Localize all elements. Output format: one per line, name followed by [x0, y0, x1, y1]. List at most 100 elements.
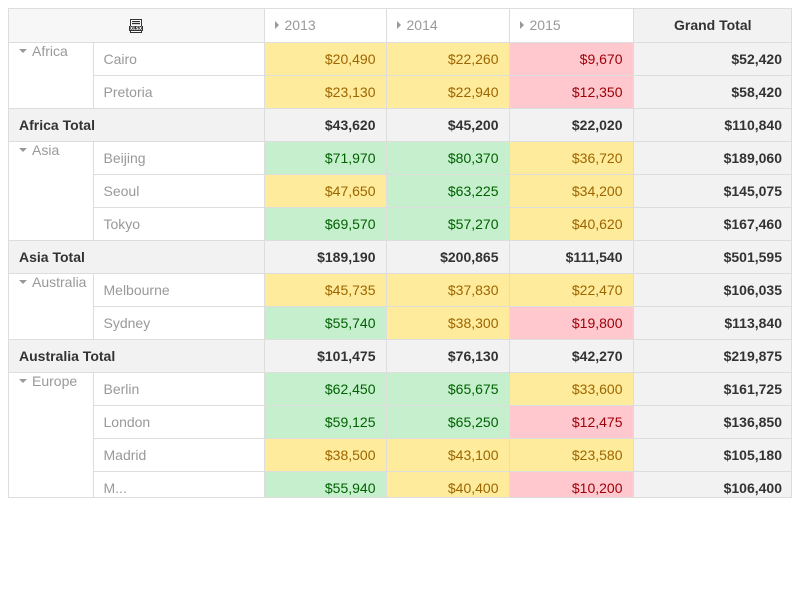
year-label: 2015	[529, 17, 561, 34]
value-cell: $22,940	[385, 74, 510, 109]
region-grand-total: $219,875	[632, 338, 791, 373]
city-label: Pretoria	[93, 74, 265, 109]
value-cell: $22,260	[385, 42, 510, 76]
region-total-row: Asia Total $189,190 $200,865 $111,540 $501,5…	[9, 239, 791, 274]
value-cell: $45,735	[263, 272, 387, 307]
value-cell: $34,200	[508, 173, 634, 208]
collapse-caret-icon[interactable]	[19, 48, 27, 53]
city-label: Cairo	[92, 42, 265, 76]
value-cell: $36,720	[508, 140, 634, 175]
value-cell: $19,800	[508, 305, 634, 340]
value-cell: $9,670	[508, 42, 634, 76]
row-grand-total: $106,400	[632, 470, 791, 497]
city-row: Sydney $55,740 $38,300 $19,800 $113,840	[9, 305, 791, 340]
city-row: Seoul $47,650 $63,225 $34,200 $145,075	[9, 173, 791, 208]
value-cell: $10,200	[508, 470, 634, 497]
value-cell: $40,400	[385, 470, 510, 497]
region-total-value: $43,620	[263, 107, 387, 142]
expand-right-icon[interactable]	[396, 21, 401, 30]
region-header[interactable]: Africa	[9, 42, 94, 109]
year-label: 2014	[406, 17, 438, 34]
city-label: Madrid	[93, 437, 265, 472]
value-cell: $12,475	[508, 404, 634, 439]
city-row: Asia Beijing $71,970 $80,370 $36,720 $189,060	[9, 140, 791, 241]
region-total-value: $42,270	[508, 338, 634, 373]
region-label: Europe	[32, 372, 78, 389]
value-cell: $55,740	[263, 305, 387, 340]
row-grand-total: $189,060	[632, 140, 791, 175]
region-header[interactable]: Asia	[9, 140, 94, 241]
city-row: Africa Cairo $20,490 $22,260 $9,670 $52,420	[9, 42, 791, 109]
xlsx-export-icon[interactable]: XLSX	[129, 19, 144, 34]
value-cell: $37,830	[385, 272, 510, 307]
value-cell: $22,470	[508, 272, 634, 307]
region-total-value: $76,130	[385, 338, 510, 373]
column-header-year[interactable]: 2015	[508, 9, 634, 43]
city-row: Madrid $38,500 $43,100 $23,580 $105,180	[9, 437, 791, 472]
pivot-table: XLSX 2013 2014 2015 Grand Total Africa Ca…	[9, 9, 791, 497]
city-row: Pretoria $23,130 $22,940 $12,350 $58,420	[9, 74, 791, 109]
value-cell: $57,270	[385, 206, 510, 241]
year-label: 2013	[284, 17, 316, 34]
collapse-caret-icon[interactable]	[19, 279, 27, 284]
value-cell: $63,225	[385, 173, 510, 208]
value-cell: $62,450	[263, 371, 387, 406]
collapse-caret-icon[interactable]	[19, 378, 27, 383]
expand-right-icon[interactable]	[519, 21, 524, 30]
value-cell: $23,580	[508, 437, 634, 472]
grand-total-header: Grand Total	[632, 9, 791, 43]
region-total-value: $22,020	[508, 107, 634, 142]
region-total-value: $200,865	[385, 239, 510, 274]
region-grand-total: $110,840	[632, 107, 791, 142]
region-total-label: Australia Total	[9, 338, 265, 373]
value-cell: $33,600	[508, 371, 634, 406]
value-cell: $38,300	[385, 305, 510, 340]
value-cell: $55,940	[263, 470, 387, 497]
row-grand-total: $113,840	[632, 305, 791, 340]
region-total-row: Australia Total $101,475 $76,130 $42,270 $21…	[9, 338, 791, 373]
region-total-value: $101,475	[263, 338, 387, 373]
row-grand-total: $106,035	[632, 272, 791, 307]
value-cell: $20,490	[263, 42, 387, 76]
row-grand-total: $167,460	[632, 206, 791, 241]
city-label: Melbourne	[92, 272, 265, 307]
region-label: Asia	[32, 141, 60, 158]
header-row: XLSX 2013 2014 2015 Grand Total	[9, 9, 791, 43]
city-label: Beijing	[92, 140, 265, 175]
city-row: London $59,125 $65,250 $12,475 $136,850	[9, 404, 791, 439]
value-cell: $59,125	[263, 404, 387, 439]
value-cell: $40,620	[508, 206, 634, 241]
xlsx-label: XLSX	[130, 26, 143, 31]
collapse-caret-icon[interactable]	[19, 147, 27, 152]
value-cell: $43,100	[385, 437, 510, 472]
region-total-value: $111,540	[508, 239, 634, 274]
region-header[interactable]: Europe	[9, 371, 94, 497]
row-grand-total: $161,725	[632, 371, 791, 406]
city-label: Sydney	[93, 305, 265, 340]
export-area: XLSX	[9, 9, 265, 43]
pivot-grid[interactable]: XLSX 2013 2014 2015 Grand Total Africa Ca…	[8, 8, 792, 498]
city-label: Seoul	[93, 173, 265, 208]
region-header[interactable]: Australia	[9, 272, 94, 340]
value-cell: $12,350	[508, 74, 634, 109]
region-grand-total: $501,595	[632, 239, 791, 274]
value-cell: $71,970	[263, 140, 387, 175]
city-row: M... $55,940 $40,400 $10,200 $106,400	[9, 470, 791, 497]
pivot-body: Africa Cairo $20,490 $22,260 $9,670 $52,420 Pr…	[9, 42, 791, 497]
city-row: Australia Melbourne $45,735 $37,830 $22,470 $…	[9, 272, 791, 340]
column-header-year[interactable]: 2013	[263, 9, 387, 43]
city-label: Berlin	[92, 371, 265, 406]
row-grand-total: $136,850	[632, 404, 791, 439]
value-cell: $65,250	[385, 404, 510, 439]
value-cell: $69,570	[263, 206, 387, 241]
row-grand-total: $105,180	[632, 437, 791, 472]
region-label: Australia	[32, 273, 87, 290]
column-header-year[interactable]: 2014	[385, 9, 510, 43]
value-cell: $23,130	[263, 74, 387, 109]
city-row: Europe Berlin $62,450 $65,675 $33,600 $161,72…	[9, 371, 791, 497]
value-cell: $65,675	[385, 371, 510, 406]
region-label: Africa	[32, 42, 68, 59]
city-label: M...	[93, 470, 265, 497]
region-total-label: Asia Total	[9, 239, 265, 274]
expand-right-icon[interactable]	[274, 21, 279, 30]
